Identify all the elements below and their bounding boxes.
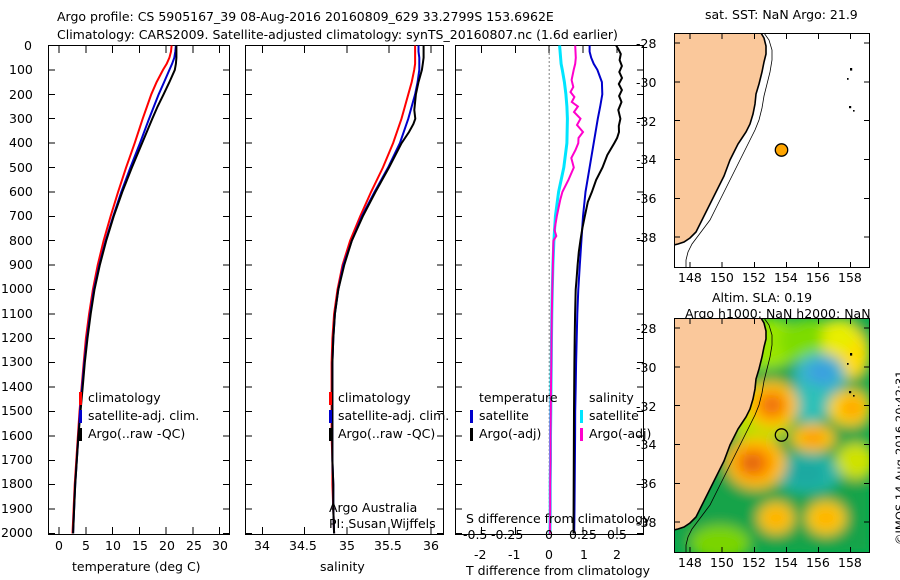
difference-panel xyxy=(450,40,655,550)
header-line-1: Argo profile: CS 5905167_39 08-Aug-2016 … xyxy=(57,9,554,24)
imos-credit: ©IMOS 14-Aug-2016 20:42:31 xyxy=(893,370,900,545)
attribution-line-2: PI: Susan Wijffels xyxy=(329,516,436,531)
salinity-plot-frame xyxy=(245,45,444,535)
salinity-series-climatology xyxy=(330,45,417,534)
difference-series-salinity-argo xyxy=(549,45,585,534)
legend-swatch-satellite-adj-2 xyxy=(329,410,332,423)
legend-label-argo-2: Argo(..raw -QC) xyxy=(338,426,436,441)
sla-field xyxy=(674,318,870,553)
legend-swatch-temp-satellite xyxy=(470,410,473,423)
sla-map xyxy=(660,313,900,565)
legend-swatch-temp-argo xyxy=(470,428,473,441)
difference-top-axis-label: S difference from climatology xyxy=(466,511,651,526)
legend-label-climatology: climatology xyxy=(88,390,161,405)
attribution-line-1: Argo Australia xyxy=(329,500,418,515)
difference-bottom-axis-label: T difference from climatology xyxy=(466,563,651,578)
sla-map-title-line-1: Altim. SLA: 0.19 xyxy=(712,290,813,305)
legend-swatch-argo-2 xyxy=(329,428,332,441)
temperature-series-argo xyxy=(72,45,178,534)
sst-map xyxy=(660,28,900,280)
sst-map-x-ticks xyxy=(689,33,852,268)
salinity-panel xyxy=(240,40,450,550)
temperature-axis-label: temperature (deg C) xyxy=(72,559,201,574)
legend-swatch-sal-satellite xyxy=(580,410,583,423)
sst-map-land xyxy=(674,33,855,268)
legend-swatch-satellite-adj xyxy=(79,410,82,423)
sst-map-profile-marker xyxy=(774,143,789,157)
legend-swatch-sal-argo xyxy=(580,428,583,441)
difference-y-ticks xyxy=(455,45,644,534)
sla-map-y-ticks xyxy=(674,327,870,523)
temperature-x-ticks xyxy=(58,45,221,535)
legend-label-climatology-2: climatology xyxy=(338,390,411,405)
legend-swatch-climatology xyxy=(79,392,82,405)
sla-map-title-line-2: Argo h1000: NaN h2000: NaN xyxy=(685,306,871,321)
sla-map-x-ticks xyxy=(689,318,852,553)
legend-label-satellite-adj-2: satellite-adj. clim. xyxy=(338,408,450,423)
temperature-y-ticks xyxy=(48,45,230,534)
sla-map-profile-marker xyxy=(774,428,789,442)
temperature-series-satellite-adj xyxy=(72,45,177,534)
legend-label-temp-satellite: satellite xyxy=(479,408,529,423)
header-line-2: Climatology: CARS2009. Satellite-adjuste… xyxy=(57,27,618,42)
salinity-axis-label: salinity xyxy=(320,559,365,574)
sst-map-title: sat. SST: NaN Argo: 21.9 xyxy=(705,7,858,22)
temperature-series-climatology xyxy=(71,45,173,534)
salinity-series-satellite-adj xyxy=(331,45,421,534)
temperature-panel xyxy=(0,40,240,550)
legend-group-salinity: salinity xyxy=(589,390,634,405)
salinity-x-ticks xyxy=(261,45,432,535)
legend-label-argo: Argo(..raw -QC) xyxy=(88,426,186,441)
salinity-y-ticks xyxy=(245,45,444,534)
legend-label-temp-argo: Argo(-adj) xyxy=(479,426,542,441)
legend-label-sal-argo: Argo(-adj) xyxy=(589,426,652,441)
difference-x-ticks xyxy=(481,45,618,535)
legend-swatch-argo xyxy=(79,428,82,441)
salinity-series-argo xyxy=(331,45,425,534)
sst-map-y-ticks xyxy=(674,42,870,238)
legend-swatch-climatology-2 xyxy=(329,392,332,405)
legend-label-sal-satellite: satellite xyxy=(589,408,639,423)
legend-group-temperature: temperature xyxy=(479,390,558,405)
difference-series-temperature-argo xyxy=(572,44,624,534)
legend-label-satellite-adj: satellite-adj. clim. xyxy=(88,408,200,423)
difference-series-temperature-satellite xyxy=(573,45,604,534)
